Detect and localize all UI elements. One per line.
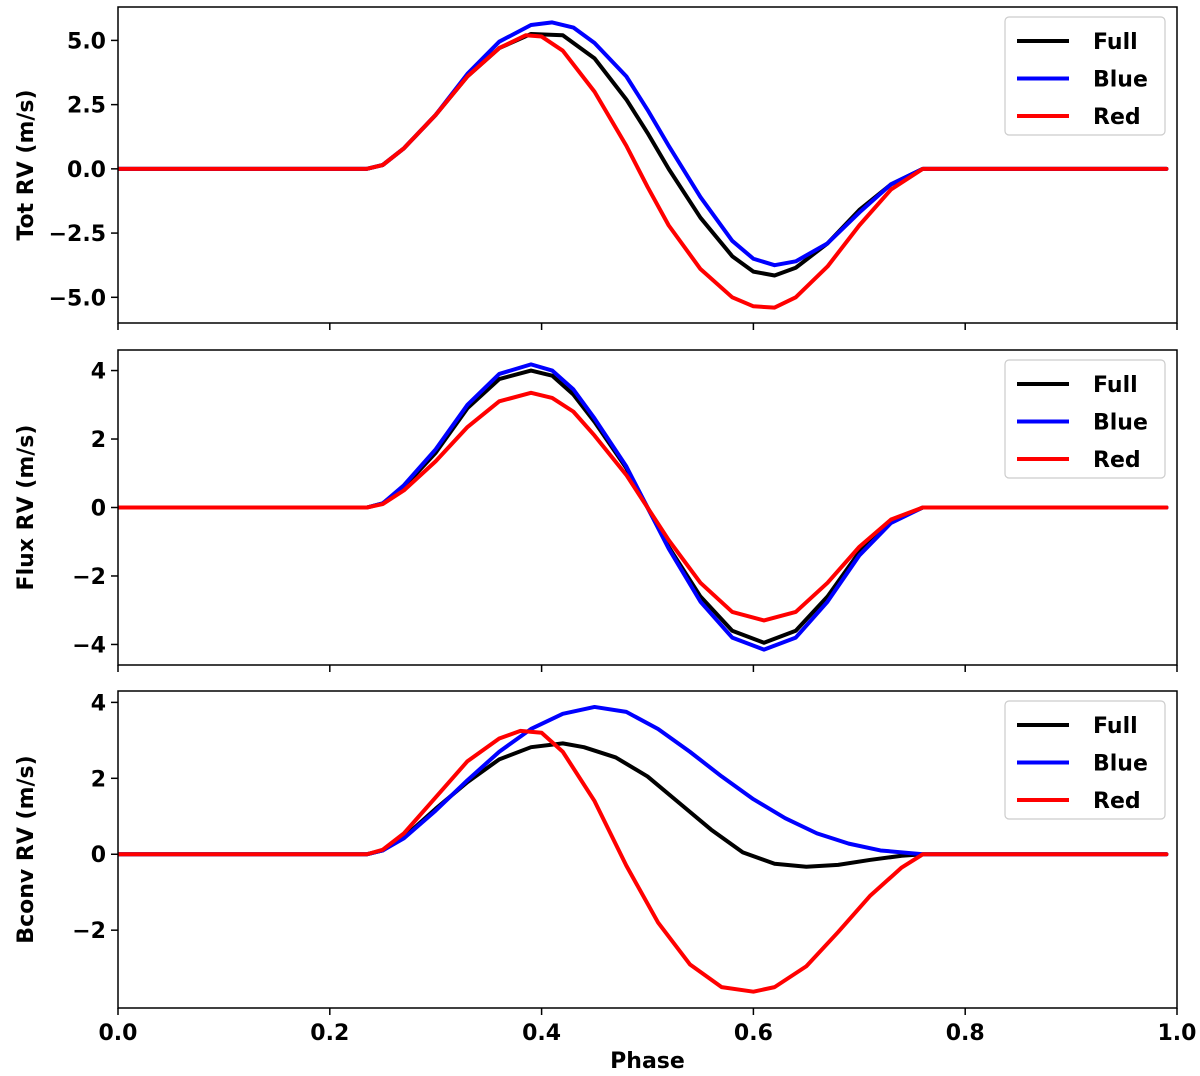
legend-label-blue: Blue [1093, 68, 1148, 93]
x-axis-label: Phase [610, 1049, 685, 1074]
x-tick-label: 0.0 [99, 1021, 138, 1046]
legend: Full Blue Red [1004, 700, 1166, 820]
series-line-red [118, 390, 1169, 623]
legend-label-blue: Blue [1093, 411, 1148, 436]
y-tick-label: −4 [72, 633, 106, 658]
legend-label-red: Red [1093, 448, 1141, 473]
legend-box [1004, 359, 1166, 479]
x-tick-label: 1.0 [1158, 1021, 1197, 1046]
legend-box [1004, 16, 1166, 136]
series-line-blue [118, 362, 1169, 652]
y-tick-label: 2 [91, 767, 106, 792]
legend-label-full: Full [1093, 714, 1138, 739]
subplot-1: 5.0 2.5 0.0 −2.5 −5.0 Tot RV (m/s) Full Blue Red [14, 6, 1178, 330]
y-tick-label: −2 [72, 919, 106, 944]
x-tick-label: 0.2 [310, 1021, 349, 1046]
axes-frame [117, 690, 1178, 1009]
legend-label-full: Full [1093, 373, 1138, 398]
y-tick-label: 4 [91, 691, 106, 716]
y-tick-label: 5.0 [67, 29, 106, 54]
x-tick-label: 0.8 [946, 1021, 985, 1046]
subplot-3: 4 2 0 −2 0.0 0.2 0.4 0.6 0.8 1.0 Bconv RV (m/s) Pha… [14, 690, 1197, 1074]
y-tick-label: −2.5 [49, 222, 106, 247]
legend-label-red: Red [1093, 105, 1141, 130]
y-axis-label: Flux RV (m/s) [14, 425, 39, 591]
x-tick-label: 0.6 [734, 1021, 773, 1046]
y-tick-label: −5.0 [49, 286, 106, 311]
y-tick-label: 2 [91, 428, 106, 453]
series-line-blue [118, 704, 1169, 857]
x-tick-label: 0.4 [522, 1021, 561, 1046]
y-tick-label: 4 [91, 360, 106, 385]
legend: Full Blue Red [1004, 359, 1166, 479]
y-tick-label: 0 [91, 843, 106, 868]
legend-box [1004, 700, 1166, 820]
y-axis-label: Bconv RV (m/s) [14, 755, 39, 943]
subplot-2: 4 2 0 −2 −4 Flux RV (m/s) Full Blue Red [14, 349, 1178, 672]
legend: Full Blue Red [1004, 16, 1166, 136]
series-line-red [118, 33, 1169, 310]
y-tick-label: 0 [91, 497, 106, 522]
y-tick-label: 0.0 [67, 158, 106, 183]
legend-label-full: Full [1093, 30, 1138, 55]
axes-frame [117, 6, 1178, 324]
y-tick-label: 2.5 [67, 94, 106, 119]
legend-label-red: Red [1093, 789, 1141, 814]
y-tick-label: −2 [72, 565, 106, 590]
series-line-red [118, 728, 1169, 994]
y-axis-label: Tot RV (m/s) [14, 89, 39, 240]
legend-label-blue: Blue [1093, 752, 1148, 777]
